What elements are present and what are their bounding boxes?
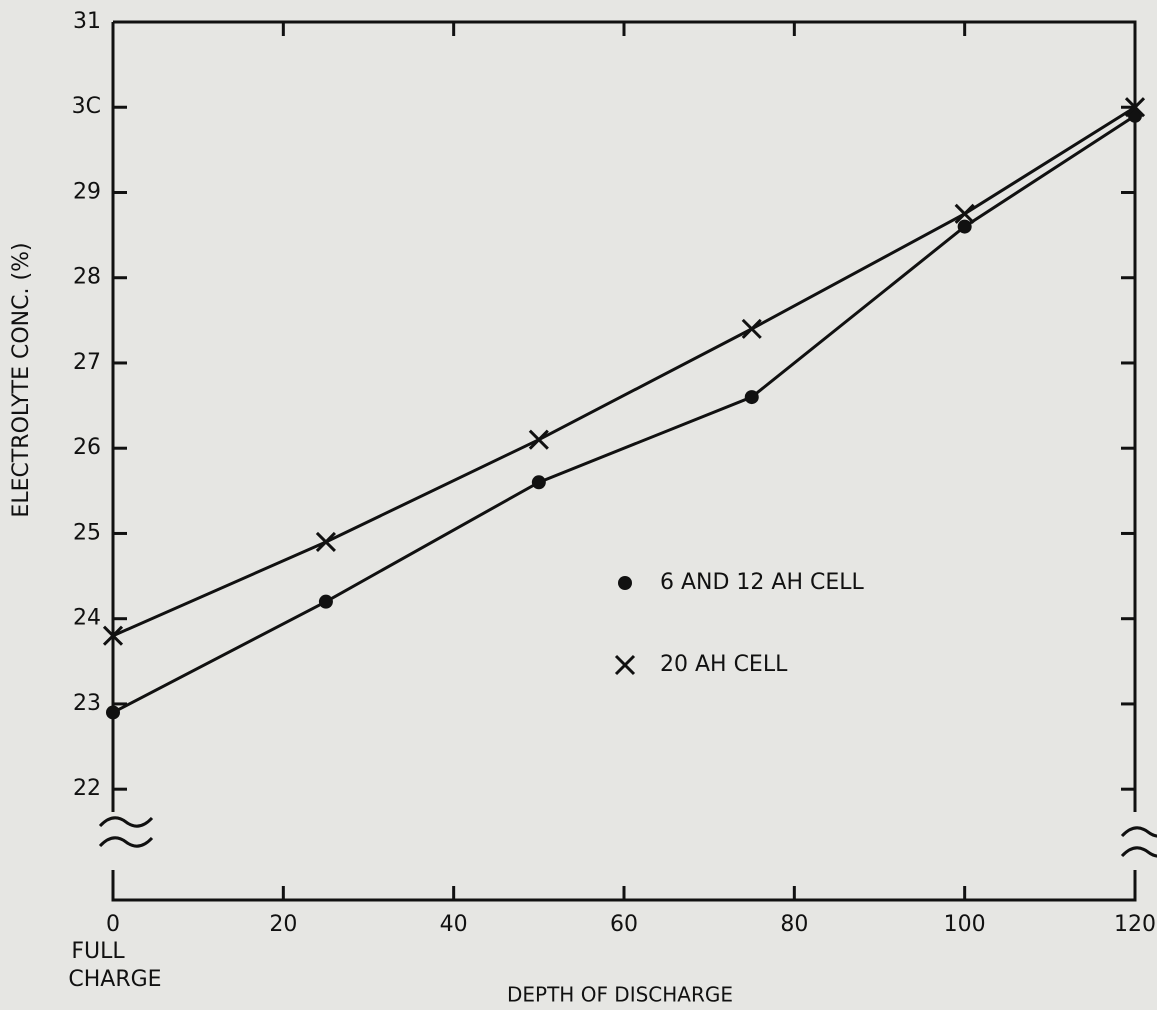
point bbox=[741, 318, 762, 339]
point bbox=[102, 625, 124, 646]
point bbox=[531, 475, 546, 490]
point bbox=[318, 594, 333, 609]
y-tick-label: 25 bbox=[73, 520, 101, 545]
x-tick-label: 60 bbox=[610, 912, 638, 937]
x-tick-label: 20 bbox=[269, 912, 297, 937]
x-tick-label: 0 bbox=[106, 912, 120, 937]
y-tick-label: 3C bbox=[72, 94, 101, 119]
y-tick-label: 27 bbox=[73, 350, 101, 375]
y-tick-label: 23 bbox=[73, 691, 101, 716]
x-axis-label: DEPTH OF DISCHARGE bbox=[507, 983, 733, 1007]
y-tick-label: 26 bbox=[73, 435, 101, 460]
axis-break bbox=[98, 816, 1157, 858]
y-tick-label: 24 bbox=[73, 606, 101, 631]
y-tick-label: 29 bbox=[73, 179, 101, 204]
legend-marker bbox=[618, 576, 632, 590]
point bbox=[528, 429, 549, 450]
legend-label: 6 AND 12 AH CELL bbox=[660, 570, 865, 595]
y-tick-label: 28 bbox=[73, 265, 101, 290]
point bbox=[744, 390, 759, 405]
x-tick-label: 40 bbox=[440, 912, 468, 937]
series-line bbox=[112, 105, 1136, 638]
annotation: FULL bbox=[71, 939, 125, 964]
point bbox=[106, 705, 120, 720]
y-axis-label: ELECTROLYTE CONC. (%) bbox=[9, 242, 34, 517]
x-tick-label: 100 bbox=[944, 912, 986, 937]
y-tick-label: 31 bbox=[73, 9, 101, 34]
x-tick-label: 120 bbox=[1114, 912, 1156, 937]
x-tick-label: 80 bbox=[780, 912, 808, 937]
legend-marker bbox=[614, 654, 636, 676]
legend-label: 20 AH CELL bbox=[660, 652, 788, 677]
series-line bbox=[112, 114, 1136, 714]
y-tick-label: 22 bbox=[73, 776, 101, 801]
point bbox=[954, 203, 975, 224]
point bbox=[315, 531, 336, 553]
point bbox=[1124, 97, 1146, 118]
annotation: CHARGE bbox=[68, 967, 161, 992]
point bbox=[957, 219, 972, 234]
